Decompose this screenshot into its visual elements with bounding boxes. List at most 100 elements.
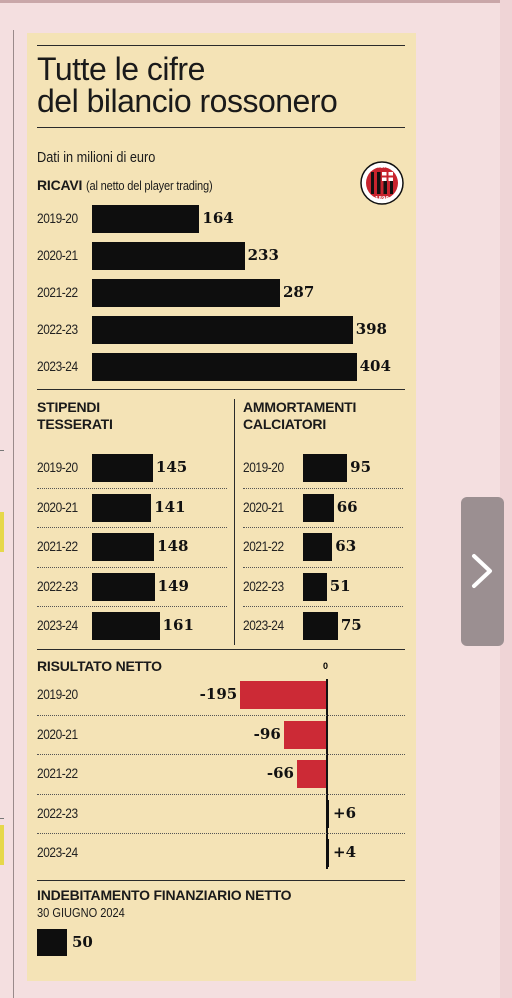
value-label: 145 bbox=[155, 458, 188, 476]
value-label: +6 bbox=[333, 803, 357, 822]
bar-2022-23 bbox=[92, 572, 155, 601]
category-label: 2021-22 bbox=[37, 284, 78, 300]
bar-2021-22 bbox=[92, 533, 155, 561]
indebitamento-date: 30 GIUGNO 2024 bbox=[37, 905, 125, 920]
bar-2019-20 bbox=[92, 205, 200, 233]
row-separator bbox=[243, 566, 403, 568]
value-label: 51 bbox=[329, 576, 351, 595]
value-label: 63 bbox=[335, 537, 357, 555]
stipendi-heading: STIPENDI TESSERATI bbox=[37, 399, 113, 433]
zero-axis bbox=[326, 679, 328, 869]
row-separator bbox=[37, 487, 227, 489]
value-label: 287 bbox=[282, 283, 315, 301]
row-separator bbox=[37, 793, 405, 795]
bar-2023-24 bbox=[92, 353, 357, 381]
right-margin bbox=[500, 0, 512, 998]
category-label: 2023-24 bbox=[37, 617, 78, 633]
logo-letters: ACM bbox=[376, 164, 389, 170]
bar-2019-20 bbox=[92, 454, 153, 482]
row-separator bbox=[243, 527, 403, 529]
title-line-1: Tutte le cifre bbox=[37, 51, 205, 87]
logo-year: 1899 bbox=[375, 196, 389, 202]
bar-2022-23 bbox=[92, 316, 353, 344]
top-strip bbox=[0, 0, 512, 3]
value-label: 50 bbox=[72, 933, 93, 951]
top-rule bbox=[37, 45, 405, 46]
section-rule bbox=[37, 880, 405, 881]
next-page-button[interactable] bbox=[461, 497, 504, 646]
bar-2023-24 bbox=[303, 612, 338, 640]
category-label: 2020-21 bbox=[37, 498, 78, 515]
bar-2020-21 bbox=[303, 493, 334, 522]
category-label: 2019-20 bbox=[37, 686, 78, 702]
value-label: 398 bbox=[355, 320, 387, 338]
zero-label: 0 bbox=[323, 661, 329, 671]
category-label: 2022-23 bbox=[37, 577, 78, 594]
stipendi-title-2: TESSERATI bbox=[37, 416, 113, 432]
ammortamenti-title-1: AMMORTAMENTI bbox=[243, 399, 357, 415]
category-label: 2020-21 bbox=[37, 725, 78, 742]
bar-2020-21 bbox=[92, 493, 152, 522]
section-rule bbox=[37, 649, 405, 650]
chevron-right-icon bbox=[472, 554, 492, 588]
bar-2023-24 bbox=[92, 612, 160, 640]
bar-2019-20 bbox=[303, 454, 348, 482]
category-label: 2022-23 bbox=[37, 804, 78, 821]
bar-2020-21 bbox=[283, 720, 326, 749]
indebitamento-heading: INDEBITAMENTO FINANZIARIO NETTO bbox=[37, 887, 292, 903]
row-separator bbox=[37, 754, 405, 756]
ammortamenti-heading: AMMORTAMENTI CALCIATORI bbox=[243, 399, 356, 433]
value-label: 164 bbox=[202, 209, 234, 227]
category-label: 2019-20 bbox=[37, 459, 78, 475]
value-label: -96 bbox=[253, 724, 281, 743]
category-label: 2022-23 bbox=[37, 321, 78, 337]
row-separator bbox=[243, 606, 403, 608]
margin-highlight bbox=[0, 825, 4, 865]
margin-tick bbox=[0, 818, 4, 819]
ac-milan-logo: ACM 1899 bbox=[360, 161, 404, 205]
row-separator bbox=[37, 606, 227, 608]
bar-2020-21 bbox=[92, 242, 245, 270]
bar-2023-24 bbox=[326, 839, 329, 867]
subtitle: Dati in milioni di euro bbox=[37, 149, 156, 166]
row-separator bbox=[37, 527, 227, 529]
category-label: 2021-22 bbox=[243, 538, 284, 554]
category-label: 2019-20 bbox=[37, 210, 78, 226]
row-separator bbox=[243, 487, 403, 489]
column-divider bbox=[234, 399, 235, 645]
value-label: 95 bbox=[350, 458, 372, 476]
infographic-card: Tutte le cifre del bilancio rossonero Da… bbox=[27, 33, 416, 981]
ricavi-title: RICAVI bbox=[37, 177, 83, 193]
value-label: 141 bbox=[154, 497, 186, 516]
stipendi-title-1: STIPENDI bbox=[37, 399, 100, 415]
bar-2021-22 bbox=[303, 533, 333, 561]
value-label: 75 bbox=[340, 616, 362, 634]
ammortamenti-title-2: CALCIATORI bbox=[243, 416, 327, 432]
value-label: 404 bbox=[359, 357, 391, 375]
section-rule bbox=[37, 389, 405, 390]
title-line-2: del bilancio rossonero bbox=[37, 83, 338, 119]
category-label: 2023-24 bbox=[243, 617, 284, 633]
row-separator bbox=[37, 566, 227, 568]
row-separator bbox=[37, 833, 405, 835]
margin-tick bbox=[0, 450, 4, 451]
category-label: 2023-24 bbox=[37, 844, 78, 860]
value-label: -66 bbox=[266, 764, 294, 782]
bar-2021-22 bbox=[296, 760, 326, 788]
ricavi-note: (al netto del player trading) bbox=[85, 178, 213, 193]
row-separator bbox=[37, 714, 405, 716]
category-label: 2020-21 bbox=[243, 498, 284, 515]
bar-indebitamento bbox=[37, 929, 67, 956]
category-label: 2022-23 bbox=[243, 577, 284, 594]
value-label: -195 bbox=[199, 685, 238, 703]
bar-2021-22 bbox=[92, 279, 280, 307]
ricavi-heading: RICAVI (al netto del player trading) bbox=[37, 177, 235, 193]
value-label: 66 bbox=[336, 497, 358, 516]
category-label: 2019-20 bbox=[243, 459, 284, 475]
bar-2019-20 bbox=[240, 681, 326, 709]
bar-2022-23 bbox=[303, 572, 327, 601]
page-title: Tutte le cifre del bilancio rossonero bbox=[37, 51, 338, 119]
value-label: +4 bbox=[333, 843, 357, 861]
value-label: 233 bbox=[247, 246, 279, 264]
value-label: 149 bbox=[157, 576, 189, 595]
